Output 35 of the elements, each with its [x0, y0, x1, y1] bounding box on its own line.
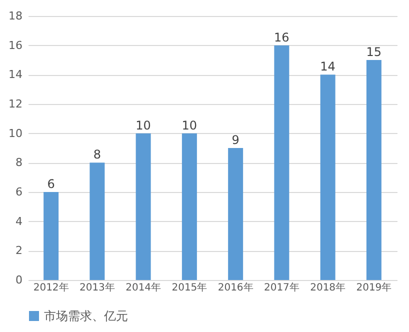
bar — [136, 133, 151, 280]
y-tick-label: 18 — [8, 10, 22, 22]
x-tick-label: 2019年 — [356, 282, 392, 294]
y-tick-label: 0 — [16, 274, 22, 286]
y-tick-label: 2 — [16, 244, 22, 258]
x-tick-label: 2018年 — [310, 282, 346, 294]
legend-label: 市场需求、亿元 — [44, 309, 128, 323]
bar — [274, 45, 290, 280]
data-label: 10 — [182, 118, 198, 132]
x-tick-label: 2017年 — [264, 282, 300, 294]
bar — [366, 60, 382, 280]
x-tick-label: 2016年 — [218, 282, 254, 294]
bar — [228, 148, 244, 280]
data-label: 9 — [232, 133, 240, 147]
data-label: 8 — [93, 148, 102, 162]
y-tick-label: 6 — [16, 186, 22, 198]
x-tick-label: 2012年 — [33, 282, 69, 294]
data-label: 6 — [47, 177, 55, 191]
bar — [44, 192, 59, 280]
bar — [90, 162, 105, 280]
data-label: 15 — [366, 45, 382, 59]
y-tick-label: 4 — [16, 214, 22, 228]
x-tick-label: 2013年 — [79, 282, 115, 294]
data-label: 14 — [320, 60, 336, 74]
y-tick-label: 10 — [8, 126, 22, 140]
bar — [320, 74, 336, 280]
x-tick-label: 2014年 — [126, 282, 162, 294]
bar — [182, 133, 197, 280]
x-tick-label: 2015年 — [172, 282, 208, 294]
y-tick-label: 14 — [8, 68, 22, 82]
y-tick-label: 16 — [8, 38, 22, 52]
data-label: 10 — [136, 118, 151, 132]
y-tick-label: 12 — [8, 98, 22, 110]
y-tick-label: 8 — [16, 156, 22, 170]
data-label: 16 — [274, 30, 290, 44]
